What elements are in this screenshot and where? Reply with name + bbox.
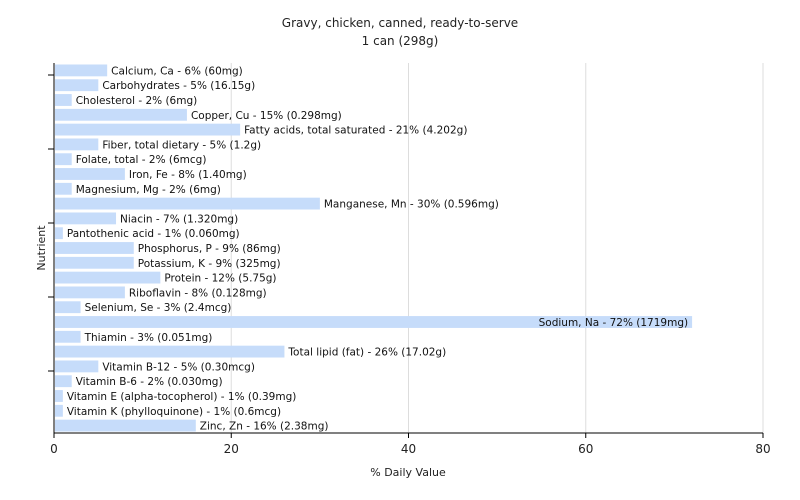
bar bbox=[55, 330, 81, 343]
bar-label: Sodium, Na - 72% (1719mg) bbox=[539, 317, 688, 329]
bar bbox=[55, 271, 161, 284]
chart-title: Gravy, chicken, canned, ready-to-serve bbox=[282, 16, 518, 30]
bar-label: Vitamin E (alpha-tocopherol) - 1% (0.39m… bbox=[67, 391, 296, 403]
bar-label: Thiamin - 3% (0.051mg) bbox=[84, 332, 213, 344]
bar-label: Vitamin B-6 - 2% (0.030mg) bbox=[76, 376, 223, 388]
chart-subtitle: 1 can (298g) bbox=[362, 34, 439, 48]
x-tick-label: 80 bbox=[755, 442, 770, 456]
bar bbox=[55, 301, 81, 314]
bar-label: Fatty acids, total saturated - 21% (4.20… bbox=[244, 125, 467, 137]
bar-label: Total lipid (fat) - 26% (17.02g) bbox=[287, 347, 446, 359]
bar bbox=[55, 123, 241, 136]
bar-label: Riboflavin - 8% (0.128mg) bbox=[129, 287, 267, 299]
bar bbox=[55, 256, 134, 269]
bar-label: Iron, Fe - 8% (1.40mg) bbox=[129, 169, 247, 181]
bar bbox=[55, 108, 187, 121]
bar-label: Phosphorus, P - 9% (86mg) bbox=[138, 243, 281, 255]
bar-label: Potassium, K - 9% (325mg) bbox=[138, 258, 281, 270]
gridlines bbox=[230, 63, 764, 433]
bar-label: Cholesterol - 2% (6mg) bbox=[76, 95, 198, 107]
bar-label: Fiber, total dietary - 5% (1.2g) bbox=[102, 139, 261, 151]
bars: Calcium, Ca - 6% (60mg) Carbohydrates - 5… bbox=[55, 64, 693, 433]
bar bbox=[55, 138, 99, 151]
bar bbox=[55, 227, 63, 240]
bar-label: Vitamin K (phylloquinone) - 1% (0.6mcg) bbox=[67, 406, 281, 418]
bar bbox=[55, 345, 285, 358]
bar-label: Niacin - 7% (1.320mg) bbox=[120, 213, 238, 225]
bar bbox=[55, 64, 108, 77]
bar bbox=[55, 182, 72, 195]
bar-label: Copper, Cu - 15% (0.298mg) bbox=[191, 110, 342, 122]
bar bbox=[55, 390, 63, 402]
bar bbox=[55, 168, 125, 180]
x-tick-label: 40 bbox=[401, 442, 416, 456]
bar-label: Vitamin B-12 - 5% (0.30mcg) bbox=[102, 361, 255, 373]
axes: 0 20 40 60 80 bbox=[48, 63, 771, 456]
bar-label: Protein - 12% (5.75g) bbox=[164, 273, 276, 285]
y-axis-title: Nutrient bbox=[35, 225, 48, 271]
bar bbox=[55, 212, 117, 225]
bar bbox=[55, 360, 99, 373]
bar bbox=[55, 242, 134, 254]
bar bbox=[55, 419, 196, 432]
x-axis-title: % Daily Value bbox=[370, 466, 446, 479]
bar-label: Manganese, Mn - 30% (0.596mg) bbox=[324, 199, 499, 211]
bar bbox=[55, 375, 72, 388]
bar bbox=[55, 286, 125, 299]
bar bbox=[55, 316, 693, 328]
bar bbox=[55, 79, 99, 92]
x-tick-label: 60 bbox=[578, 442, 593, 456]
bar-label: Selenium, Se - 3% (2.4mcg) bbox=[85, 302, 232, 314]
x-tick-label: 20 bbox=[224, 442, 239, 456]
bar bbox=[55, 94, 72, 106]
bar bbox=[55, 404, 63, 417]
bar bbox=[55, 153, 72, 166]
x-tick-label: 0 bbox=[50, 442, 58, 456]
bar-label: Zinc, Zn - 16% (2.38mg) bbox=[200, 421, 329, 433]
bar-label: Magnesium, Mg - 2% (6mg) bbox=[76, 184, 221, 196]
bar-label: Calcium, Ca - 6% (60mg) bbox=[111, 65, 243, 77]
bar-label: Pantothenic acid - 1% (0.060mg) bbox=[67, 228, 240, 240]
bar bbox=[55, 197, 320, 210]
bar-label: Folate, total - 2% (6mcg) bbox=[76, 154, 207, 166]
bar-label: Carbohydrates - 5% (16.15g) bbox=[102, 80, 255, 92]
